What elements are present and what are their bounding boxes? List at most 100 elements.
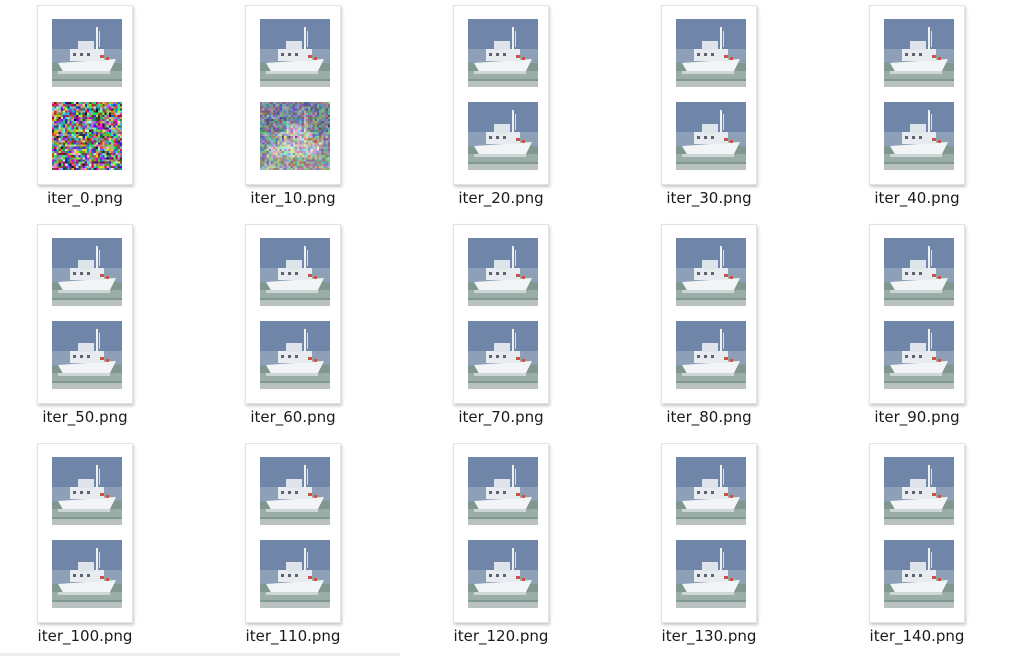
thumbnail-frame-bottom <box>260 102 330 170</box>
image-thumbnail[interactable] <box>869 5 965 185</box>
boat-image <box>884 321 954 389</box>
file-item[interactable]: iter_30.png <box>602 1 802 213</box>
boat-image <box>676 540 746 608</box>
noisy-boat-image <box>260 102 330 170</box>
boat-image <box>260 540 330 608</box>
file-name-label[interactable]: iter_90.png <box>874 408 960 426</box>
boat-image <box>468 19 538 87</box>
thumbnail-frame-top <box>468 238 538 306</box>
thumbnail-frame-top <box>260 19 330 87</box>
thumbnail-frame-top <box>884 19 954 87</box>
thumbnail-frame-top <box>676 19 746 87</box>
file-item[interactable]: iter_110.png <box>186 439 386 651</box>
file-name-label[interactable]: iter_120.png <box>453 627 549 645</box>
thumbnail-frame-top <box>468 457 538 525</box>
file-item[interactable]: iter_0.png <box>0 1 178 213</box>
file-item[interactable]: iter_80.png <box>602 220 802 432</box>
file-name-label[interactable]: iter_30.png <box>666 189 752 207</box>
thumbnail-frame-top <box>260 457 330 525</box>
thumbnail-frame-bottom <box>676 102 746 170</box>
thumbnail-frame-bottom <box>884 540 954 608</box>
file-name-label[interactable]: iter_130.png <box>661 627 757 645</box>
thumbnail-frame-bottom <box>676 540 746 608</box>
file-item[interactable]: iter_140.png <box>810 439 1010 651</box>
thumbnail-frame-bottom <box>260 321 330 389</box>
image-thumbnail[interactable] <box>245 443 341 623</box>
thumbnail-frame-bottom <box>468 540 538 608</box>
image-thumbnail[interactable] <box>245 5 341 185</box>
file-item[interactable]: iter_50.png <box>0 220 178 432</box>
file-name-label[interactable]: iter_80.png <box>666 408 752 426</box>
file-item[interactable]: iter_70.png <box>394 220 594 432</box>
image-thumbnail[interactable] <box>661 224 757 404</box>
file-name-label[interactable]: iter_70.png <box>458 408 544 426</box>
file-name-label[interactable]: iter_50.png <box>42 408 128 426</box>
boat-image <box>468 540 538 608</box>
boat-image <box>468 457 538 525</box>
file-item[interactable]: iter_60.png <box>186 220 386 432</box>
thumbnail-frame-bottom <box>884 321 954 389</box>
image-thumbnail[interactable] <box>245 224 341 404</box>
boat-image <box>676 321 746 389</box>
file-name-label[interactable]: iter_100.png <box>37 627 133 645</box>
file-name-label[interactable]: iter_110.png <box>245 627 341 645</box>
file-item[interactable]: iter_10.png <box>186 1 386 213</box>
boat-image <box>676 457 746 525</box>
boat-image <box>884 19 954 87</box>
boat-image <box>884 238 954 306</box>
thumbnail-frame-top <box>52 19 122 87</box>
boat-image <box>676 102 746 170</box>
image-thumbnail[interactable] <box>37 5 133 185</box>
scroll-edge <box>0 653 400 656</box>
thumbnail-frame-bottom <box>52 540 122 608</box>
boat-image <box>676 238 746 306</box>
image-thumbnail[interactable] <box>661 5 757 185</box>
file-name-label[interactable]: iter_60.png <box>250 408 336 426</box>
file-name-label[interactable]: iter_0.png <box>47 189 123 207</box>
boat-image <box>468 238 538 306</box>
thumbnail-frame-bottom <box>468 102 538 170</box>
thumbnail-frame-bottom <box>468 321 538 389</box>
thumbnail-frame-top <box>884 457 954 525</box>
thumbnail-frame-top <box>676 457 746 525</box>
file-item[interactable]: iter_90.png <box>810 220 1010 432</box>
file-item[interactable]: iter_20.png <box>394 1 594 213</box>
boat-image <box>676 19 746 87</box>
thumbnail-frame-bottom <box>260 540 330 608</box>
thumbnail-frame-bottom <box>52 102 122 170</box>
boat-image <box>468 102 538 170</box>
image-thumbnail[interactable] <box>453 224 549 404</box>
boat-image <box>468 321 538 389</box>
boat-image <box>52 19 122 87</box>
image-thumbnail[interactable] <box>37 224 133 404</box>
boat-image <box>884 457 954 525</box>
thumbnail-frame-bottom <box>676 321 746 389</box>
file-name-label[interactable]: iter_10.png <box>250 189 336 207</box>
file-name-label[interactable]: iter_20.png <box>458 189 544 207</box>
image-thumbnail[interactable] <box>453 443 549 623</box>
file-item[interactable]: iter_100.png <box>0 439 178 651</box>
noise-image <box>52 102 122 170</box>
image-thumbnail[interactable] <box>869 443 965 623</box>
image-thumbnail[interactable] <box>869 224 965 404</box>
boat-image <box>260 457 330 525</box>
file-name-label[interactable]: iter_40.png <box>874 189 960 207</box>
boat-image <box>884 102 954 170</box>
boat-image <box>260 19 330 87</box>
boat-image <box>260 321 330 389</box>
thumbnail-frame-top <box>260 238 330 306</box>
file-item[interactable]: iter_40.png <box>810 1 1010 213</box>
image-thumbnail[interactable] <box>37 443 133 623</box>
boat-image <box>52 457 122 525</box>
thumbnail-frame-top <box>52 238 122 306</box>
boat-image <box>52 321 122 389</box>
thumbnail-frame-top <box>52 457 122 525</box>
thumbnail-frame-top <box>468 19 538 87</box>
image-thumbnail[interactable] <box>453 5 549 185</box>
image-thumbnail[interactable] <box>661 443 757 623</box>
boat-image <box>260 238 330 306</box>
file-name-label[interactable]: iter_140.png <box>869 627 965 645</box>
file-item[interactable]: iter_130.png <box>602 439 802 651</box>
file-item[interactable]: iter_120.png <box>394 439 594 651</box>
